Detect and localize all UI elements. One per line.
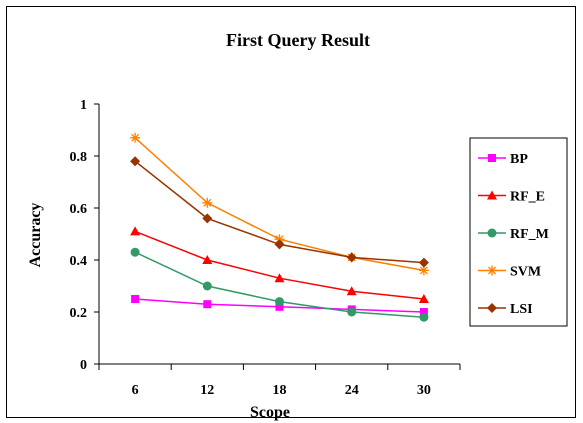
data-point-lsi — [418, 257, 429, 268]
data-point-lsi — [274, 239, 285, 250]
y-tick-label: 0.2 — [70, 306, 88, 321]
data-point-bp — [203, 300, 212, 309]
data-point-rf-m — [419, 312, 429, 322]
data-point-rf-e — [418, 294, 429, 303]
x-axis-label: Scope — [250, 404, 290, 421]
y-tick-label: 0 — [80, 358, 87, 373]
x-tick-label: 6 — [132, 383, 139, 398]
series-rf-e — [130, 226, 429, 303]
legend-swatch-marker — [487, 190, 497, 200]
legend-swatch-marker — [488, 154, 496, 162]
data-point-bp — [131, 295, 140, 303]
series-line-svm — [134, 137, 425, 272]
data-point-rf-m — [275, 297, 284, 307]
x-tick-label: 24 — [345, 383, 359, 398]
data-point-bp — [419, 308, 428, 316]
legend-label: LSI — [510, 302, 533, 317]
legend-entry-rf-m: RF_M — [478, 227, 549, 242]
legend — [469, 137, 568, 327]
data-point-lsi — [202, 213, 213, 224]
data-point-rf-e — [346, 286, 357, 296]
legend-entry-rf-e: RF_E — [478, 190, 545, 205]
y-tick-label: 1 — [80, 98, 87, 113]
legend-label: SVM — [510, 265, 541, 280]
legend-label: RF_E — [510, 190, 545, 205]
legend-swatch-marker — [487, 228, 497, 238]
data-point-svm — [202, 197, 213, 208]
legend-label: BP — [510, 152, 528, 167]
x-tick-label: 30 — [417, 383, 431, 398]
legend-label: RF_M — [510, 227, 549, 242]
y-axis-label: Accuracy — [27, 203, 44, 268]
legend-entry-svm: SVM — [478, 265, 541, 280]
data-point-rf-m — [130, 247, 140, 257]
series-lsi — [130, 156, 429, 268]
data-point-svm — [130, 132, 141, 143]
series-svm — [130, 132, 429, 276]
data-point-rf-m — [202, 281, 212, 291]
x-tick-label: 12 — [200, 383, 214, 398]
data-point-rf-e — [130, 226, 141, 236]
data-point-svm — [418, 265, 429, 276]
data-point-rf-e — [274, 273, 285, 283]
chart-title: First Query Result — [226, 30, 370, 50]
data-point-rf-m — [347, 307, 357, 317]
data-point-bp — [275, 302, 284, 311]
data-point-lsi — [130, 156, 141, 167]
legend-entry-lsi: LSI — [478, 302, 533, 317]
y-tick-label: 0.8 — [70, 150, 88, 165]
legend-swatch-marker — [487, 265, 497, 276]
legend-entry-bp: BP — [478, 152, 528, 167]
y-tick-label: 0.6 — [70, 202, 88, 217]
data-point-rf-e — [202, 255, 213, 264]
legend-swatch-marker — [487, 303, 497, 313]
y-tick-label: 0.4 — [70, 254, 88, 269]
data-point-lsi — [346, 252, 357, 263]
data-point-svm — [274, 234, 285, 245]
series-rf-m — [130, 247, 429, 322]
x-tick-label: 18 — [273, 383, 287, 398]
